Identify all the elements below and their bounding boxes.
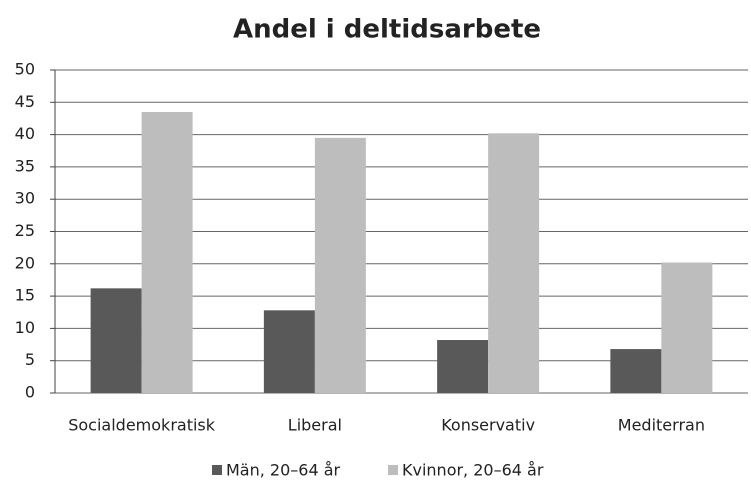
bar [90, 288, 142, 393]
x-tick-label: Socialdemokratisk [68, 416, 216, 435]
y-tick-label: 5 [25, 350, 35, 369]
y-tick-label: 10 [15, 318, 35, 337]
y-tick-label: 50 [15, 60, 35, 79]
y-tick-label: 20 [15, 253, 35, 272]
legend-label: Kvinnor, 20–64 år [402, 461, 544, 480]
y-tick-label: 35 [15, 156, 35, 175]
bar [314, 137, 366, 393]
x-tick-label: Konservativ [441, 416, 535, 435]
y-tick-label: 40 [15, 124, 35, 143]
y-tick-label: 0 [25, 383, 35, 402]
bar [488, 133, 540, 394]
bar [610, 349, 662, 393]
bar [661, 262, 713, 393]
chart-title: Andel i deltidsarbete [233, 15, 541, 45]
legend-swatch [212, 465, 222, 475]
y-tick-label: 30 [15, 189, 35, 208]
bar [437, 340, 489, 393]
bar [263, 310, 315, 393]
bar [141, 111, 193, 394]
x-tick-label: Mediterran [618, 416, 705, 435]
x-tick-label: Liberal [288, 416, 342, 435]
y-tick-label: 15 [15, 286, 35, 305]
legend-label: Män, 20–64 år [226, 461, 341, 480]
legend-swatch [388, 465, 398, 475]
y-tick-label: 25 [15, 221, 35, 240]
y-tick-label: 45 [15, 92, 35, 111]
